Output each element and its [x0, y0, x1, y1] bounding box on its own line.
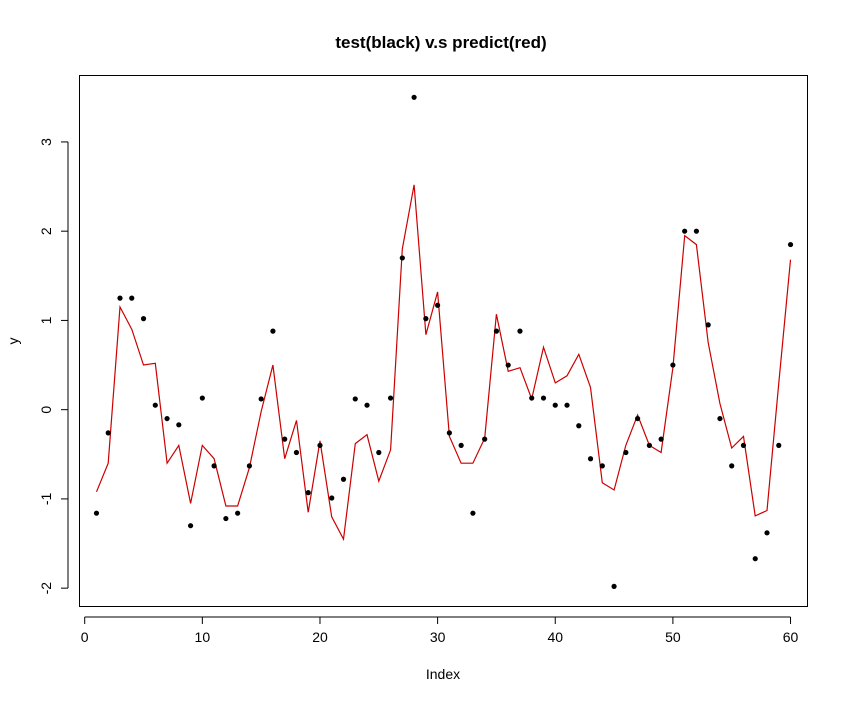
test-point	[235, 510, 241, 516]
test-point	[423, 316, 429, 322]
test-point	[446, 430, 452, 436]
test-point	[270, 328, 276, 334]
test-point	[752, 556, 758, 562]
test-point	[305, 490, 311, 496]
test-point	[435, 302, 441, 308]
y-tick-label: -1	[38, 492, 54, 505]
test-point	[317, 442, 323, 448]
test-point	[199, 395, 205, 401]
x-tick-label: 0	[81, 629, 89, 645]
test-point	[682, 228, 688, 234]
test-point	[787, 241, 794, 248]
test-point	[540, 395, 547, 401]
x-tick-label: 40	[547, 629, 563, 645]
test-point	[482, 436, 488, 442]
x-tick-label: 50	[665, 629, 681, 645]
test-point	[152, 402, 158, 408]
test-point	[176, 422, 182, 428]
test-point	[129, 295, 135, 301]
test-point	[493, 328, 500, 334]
test-point	[670, 362, 676, 368]
test-point	[187, 523, 194, 529]
x-axis: 0 10 20 30 40 50 60	[81, 616, 799, 645]
y-tick-label: 1	[38, 316, 54, 324]
test-point	[635, 415, 641, 422]
test-point	[564, 402, 570, 408]
test-point	[340, 476, 347, 482]
test-point	[223, 515, 229, 522]
x-tick-label: 60	[783, 629, 799, 645]
x-tick-label: 20	[312, 629, 328, 645]
test-point	[717, 415, 723, 422]
test-point	[517, 328, 523, 334]
test-point	[117, 295, 123, 301]
test-point	[470, 510, 476, 516]
test-point	[387, 395, 394, 401]
test-point	[529, 395, 535, 401]
chart-title: test(black) v.s predict(red)	[335, 33, 546, 52]
x-axis-label: Index	[426, 666, 460, 682]
test-point	[352, 396, 358, 402]
test-point	[646, 442, 652, 448]
test-point	[411, 94, 417, 100]
test-point	[623, 449, 629, 456]
test-point	[258, 396, 264, 402]
test-point	[776, 442, 782, 448]
plot-frame	[79, 75, 808, 607]
test-point	[282, 436, 288, 442]
test-point	[729, 463, 735, 469]
prediction-line	[95, 184, 792, 542]
y-axis-label: y	[5, 338, 21, 345]
test-point	[164, 415, 170, 422]
test-point	[576, 423, 582, 429]
test-point	[329, 495, 335, 501]
test-point	[505, 362, 511, 368]
y-tick-label: 2	[38, 227, 54, 235]
test-point	[693, 228, 700, 234]
test-point	[93, 510, 100, 516]
y-tick-label: -2	[38, 582, 54, 595]
test-point	[705, 322, 711, 328]
y-tick-label: 0	[38, 406, 54, 414]
test-point	[293, 449, 300, 456]
test-point	[140, 316, 147, 322]
test-point	[211, 463, 217, 469]
test-point	[105, 430, 111, 436]
test-point	[246, 463, 252, 469]
y-tick-label: 3	[38, 138, 54, 146]
y-axis: -2 -1 0 1 2 3	[38, 138, 69, 595]
test-point	[552, 402, 558, 408]
test-point	[764, 530, 770, 536]
test-point	[399, 255, 405, 261]
x-tick-label: 30	[430, 629, 446, 645]
test-point	[376, 449, 382, 456]
test-point	[740, 442, 747, 448]
test-point	[611, 583, 617, 589]
test-point	[587, 456, 594, 462]
series-layer	[93, 94, 794, 589]
test-point	[364, 402, 370, 408]
test-point	[458, 442, 464, 448]
test-point	[599, 463, 605, 469]
test-point	[658, 436, 664, 442]
x-tick-label: 10	[195, 629, 211, 645]
